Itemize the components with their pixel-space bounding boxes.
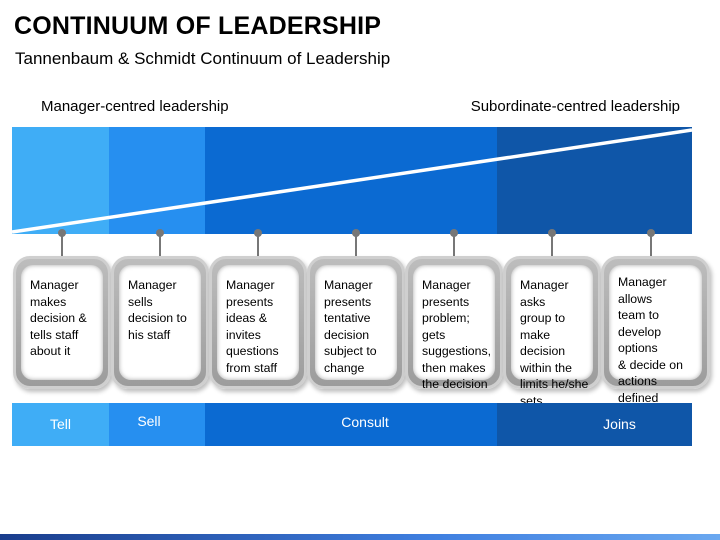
step-text-7: Manager allows team to develop options &… [618,275,683,421]
step-text-1: Manager makes decision & tells staff abo… [30,278,87,358]
step-text-6: Manager asks group to make decision with… [520,278,589,408]
step-card-6: Manager asks group to make decision with… [503,256,601,408]
style-label-consult: Consult [341,414,389,430]
connector-7 [650,233,652,261]
connector-dot-3 [254,229,262,237]
connector-6 [551,233,553,261]
step-card-2: Manager sells decision to his staff [111,256,209,389]
band-segment-tell [12,127,109,234]
style-bar-tell: Tell [12,403,109,446]
pole-label-subordinate: Subordinate-centred leadership [470,98,680,115]
connector-dot-1 [58,229,66,237]
step-card-inner: Manager presents problem; gets suggestio… [413,265,495,391]
step-card-5: Manager presents problem; gets suggestio… [405,256,503,391]
connector-4 [355,233,357,261]
step-text-2: Manager sells decision to his staff [128,278,187,342]
style-label-tell: Tell [49,416,71,432]
connector-1 [61,233,63,261]
step-text-4: Manager presents tentative decision subj… [324,278,377,375]
connector-dot-5 [450,229,458,237]
style-label-sell: Sell [137,413,161,429]
step-card-inner: Manager asks group to make decision with… [511,265,593,408]
style-label-joins: Joins [603,416,636,432]
continuum-diagonal-line [12,128,692,234]
step-card-4: Manager presents tentative decision subj… [307,256,405,389]
connector-dot-7 [647,229,655,237]
connector-dot-6 [548,229,556,237]
page-title: CONTINUUM OF LEADERSHIP [14,12,382,40]
step-card-1: Manager makes decision & tells staff abo… [13,256,111,389]
connector-2 [159,233,161,261]
pole-label-manager: Manager-centred leadership [41,98,229,115]
footer-accent-line [0,534,720,540]
step-card-3: Manager presents ideas & invites questio… [209,256,307,389]
step-card-7: Manager allows team to develop options &… [601,256,710,421]
step-text-5: Manager presents problem; gets suggestio… [422,278,492,391]
page-subtitle: Tannenbaum & Schmidt Continuum of Leader… [15,49,391,68]
step-card-inner: Manager allows team to develop options &… [609,265,702,421]
style-bar-sell: Sell [109,403,205,446]
connector-dot-4 [352,229,360,237]
style-bar-joins: Joins [497,403,692,446]
step-card-inner: Manager sells decision to his staff [119,265,201,380]
connector-dot-2 [156,229,164,237]
step-card-inner: Manager presents ideas & invites questio… [217,265,299,380]
style-bar-consult: Consult [205,403,497,446]
step-text-3: Manager presents ideas & invites questio… [226,278,279,375]
continuum-band [12,127,692,234]
connector-5 [453,233,455,261]
step-card-inner: Manager presents tentative decision subj… [315,265,397,380]
connector-3 [257,233,259,261]
step-card-inner: Manager makes decision & tells staff abo… [21,265,103,380]
